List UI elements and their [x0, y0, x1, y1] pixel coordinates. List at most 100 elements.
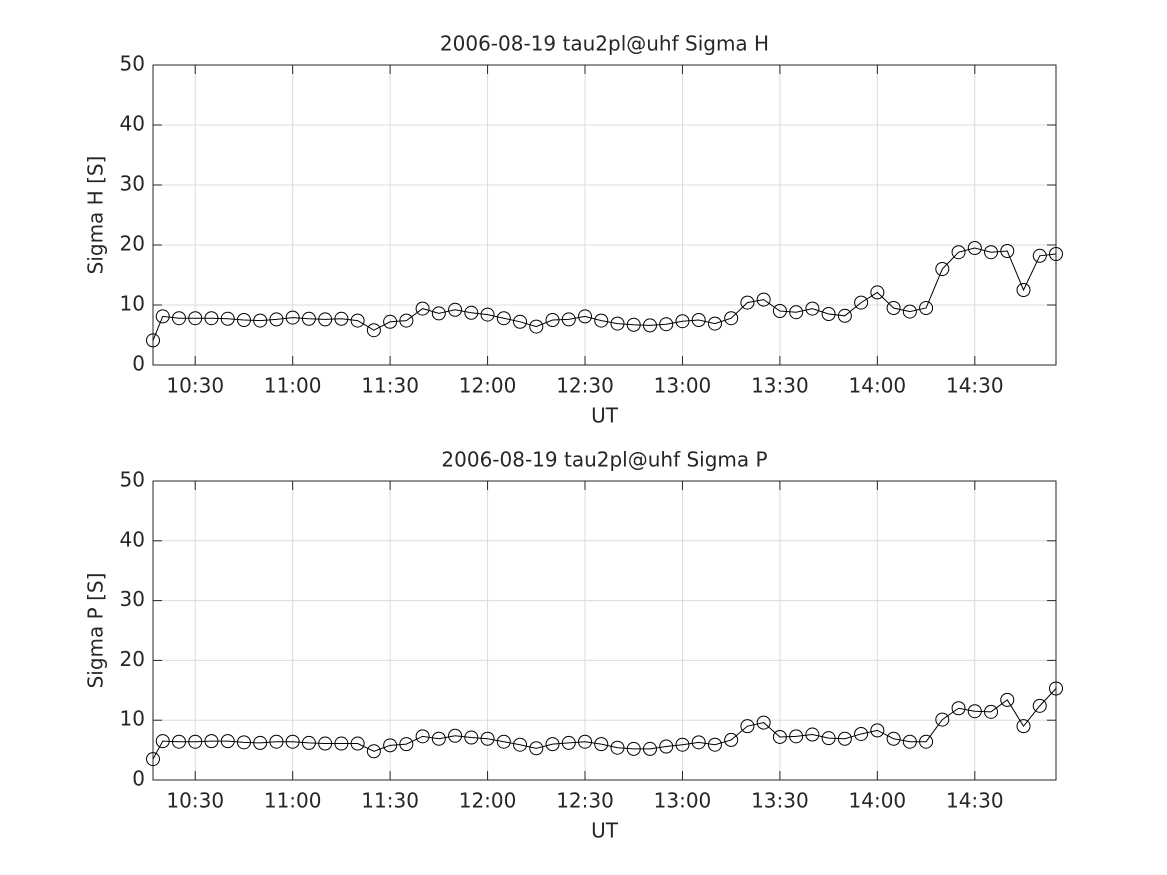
x-tick-label: 14:00	[849, 789, 907, 813]
data-marker	[805, 727, 820, 742]
data-marker	[480, 731, 495, 746]
data-line	[152, 247, 1057, 341]
data-marker	[1032, 248, 1047, 263]
data-marker	[724, 732, 739, 747]
data-marker	[984, 245, 999, 260]
y-tick-label: 10	[120, 707, 145, 731]
data-marker	[1049, 247, 1063, 261]
data-marker	[513, 737, 528, 752]
data-marker	[496, 734, 511, 749]
data-marker	[171, 734, 186, 749]
plot-area: 0 10 20 30 40 50 10:30 11:00 11:30 12:00 12:30 13:0…	[84, 32, 1063, 428]
data-marker	[902, 304, 917, 319]
data-marker	[561, 312, 576, 327]
x-tick-label: 13:00	[654, 789, 712, 813]
data-marker	[837, 731, 852, 746]
data-marker	[707, 737, 722, 752]
y-tick-label: 40	[120, 527, 145, 551]
data-marker	[146, 333, 160, 348]
data-marker	[984, 704, 999, 719]
axes-background	[153, 65, 1056, 365]
data-marker	[870, 723, 885, 738]
data-marker	[513, 314, 528, 329]
data-marker	[854, 295, 869, 310]
data-marker	[236, 313, 251, 327]
x-axis-label: UT	[591, 404, 619, 428]
data-marker	[529, 319, 544, 334]
y-tick-label: 20	[120, 232, 145, 256]
axes-box	[152, 480, 1057, 781]
data-marker	[415, 301, 430, 316]
data-marker	[448, 728, 463, 743]
data-marker	[675, 737, 690, 752]
data-marker	[1016, 283, 1031, 297]
data-marker	[821, 731, 836, 746]
data-marker	[642, 741, 657, 756]
x-tick-label: 11:00	[264, 789, 322, 813]
data-marker	[919, 301, 934, 315]
axes-box	[152, 64, 1057, 366]
data-marker	[610, 740, 625, 755]
data-marker	[188, 734, 203, 749]
data-marker	[902, 734, 917, 749]
data-marker	[334, 736, 349, 751]
data-marker	[269, 734, 284, 749]
y-tick-label: 0	[132, 767, 145, 791]
x-tick-label: 10:30	[166, 374, 224, 398]
data-marker	[886, 301, 901, 315]
data-marker	[951, 245, 966, 260]
data-marker	[935, 262, 950, 276]
data-marker	[204, 734, 219, 749]
data-marker	[870, 285, 885, 300]
data-marker	[789, 729, 804, 744]
data-marker	[204, 311, 219, 326]
x-tick-label: 13:30	[751, 789, 809, 813]
x-tick-label: 12:30	[556, 374, 614, 398]
data-marker	[724, 311, 739, 326]
x-tick-label: 12:30	[556, 789, 614, 813]
data-marker	[350, 736, 365, 751]
data-marker	[594, 737, 609, 752]
data-marker	[691, 735, 706, 750]
axes-background	[153, 481, 1056, 780]
data-marker	[967, 241, 982, 255]
x-tick-label: 13:30	[751, 374, 809, 398]
data-marker	[578, 734, 593, 749]
x-tick-label: 11:30	[361, 374, 419, 398]
data-marker	[561, 735, 576, 750]
data-marker	[285, 310, 300, 325]
data-marker	[740, 719, 755, 734]
data-marker	[350, 313, 365, 328]
data-marker	[301, 735, 316, 750]
data-marker	[383, 314, 398, 329]
data-marker	[626, 741, 641, 756]
data-marker	[1016, 719, 1031, 734]
x-tick-label: 14:30	[946, 374, 1004, 398]
data-marker	[464, 730, 479, 745]
data-marker	[383, 738, 398, 753]
y-tick-label: 10	[120, 292, 145, 316]
x-tick-label: 11:00	[264, 374, 322, 398]
data-marker	[171, 311, 186, 326]
data-marker	[318, 736, 333, 751]
data-marker	[318, 312, 333, 327]
data-marker	[626, 317, 641, 332]
data-marker	[431, 306, 446, 321]
y-tick-label: 50	[120, 468, 145, 492]
data-marker	[772, 729, 787, 744]
data-marker	[578, 309, 593, 324]
data-marker	[935, 712, 950, 727]
x-axis-label: UT	[591, 819, 619, 843]
data-marker	[285, 734, 300, 749]
data-marker	[886, 731, 901, 746]
data-marker	[1032, 698, 1047, 713]
data-marker	[740, 295, 755, 310]
data-marker	[253, 313, 268, 328]
x-tick-label: 10:30	[166, 789, 224, 813]
y-tick-label: 30	[120, 172, 145, 196]
data-marker	[707, 316, 722, 331]
chart-title: 2006-08-19 tau2pl@uhf Sigma P	[441, 448, 767, 472]
x-tick-label: 13:00	[654, 374, 712, 398]
data-marker	[496, 311, 511, 326]
x-tick-label: 14:00	[849, 374, 907, 398]
